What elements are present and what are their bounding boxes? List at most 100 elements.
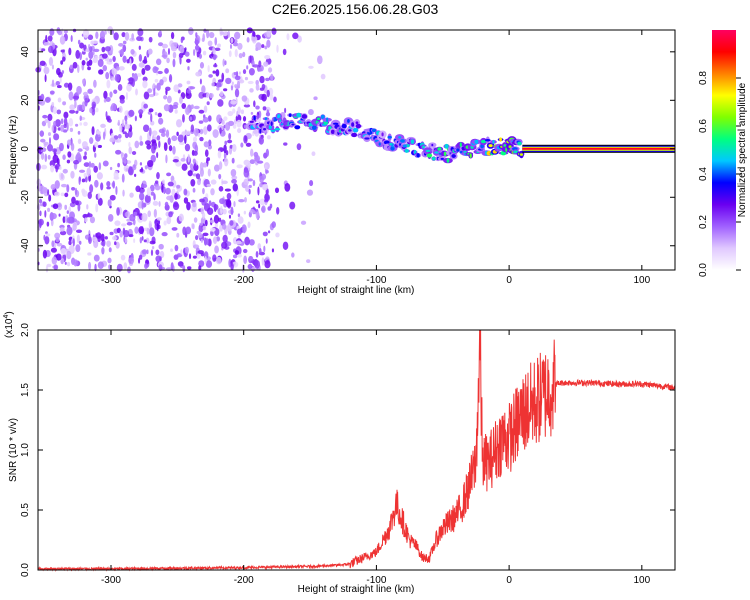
noise-mark xyxy=(95,107,99,113)
noise-mark xyxy=(269,94,274,101)
noise-mark xyxy=(282,48,287,56)
y-tick-label: 40 xyxy=(20,46,31,58)
noise-mark xyxy=(172,51,177,59)
signal-core xyxy=(291,123,295,126)
signal-core xyxy=(480,139,487,144)
noise-mark xyxy=(142,249,147,255)
noise-mark xyxy=(223,151,227,160)
signal-core xyxy=(451,154,456,158)
noise-mark xyxy=(229,220,234,226)
noise-mark xyxy=(206,101,210,106)
noise-mark xyxy=(50,212,57,220)
noise-mark xyxy=(108,264,111,270)
noise-mark xyxy=(155,249,160,256)
noise-mark xyxy=(141,68,146,75)
noise-mark xyxy=(44,119,49,123)
noise-mark xyxy=(243,210,247,215)
noise-mark xyxy=(120,254,126,261)
noise-mark xyxy=(49,28,55,36)
noise-mark xyxy=(261,257,265,266)
noise-mark xyxy=(201,85,206,94)
signal-core xyxy=(326,117,329,123)
noise-mark xyxy=(200,252,205,257)
noise-mark xyxy=(128,77,134,85)
signal-core xyxy=(484,138,491,142)
noise-mark xyxy=(100,182,104,191)
noise-mark xyxy=(193,128,199,136)
noise-mark xyxy=(190,179,196,187)
noise-mark xyxy=(47,189,50,196)
noise-mark xyxy=(54,165,58,169)
noise-mark xyxy=(98,69,104,75)
noise-mark xyxy=(109,194,116,201)
noise-mark xyxy=(199,128,204,135)
noise-mark xyxy=(94,55,98,60)
noise-mark xyxy=(48,57,54,66)
noise-mark xyxy=(69,64,73,70)
noise-mark xyxy=(114,220,121,226)
noise-mark xyxy=(81,50,86,55)
noise-mark xyxy=(111,29,115,35)
noise-mark xyxy=(45,34,48,43)
noise-mark xyxy=(215,69,220,77)
noise-mark xyxy=(77,64,80,74)
noise-mark xyxy=(228,50,232,58)
noise-mark xyxy=(158,42,164,47)
noise-mark xyxy=(101,53,108,59)
noise-mark xyxy=(289,201,296,210)
noise-mark xyxy=(103,90,108,100)
noise-mark xyxy=(89,184,94,193)
noise-mark xyxy=(93,79,97,88)
noise-mark xyxy=(118,42,124,47)
noise-mark xyxy=(271,221,276,229)
noise-mark xyxy=(178,52,184,59)
noise-mark xyxy=(212,129,219,138)
noise-mark xyxy=(116,263,123,272)
noise-mark xyxy=(63,82,70,88)
noise-mark xyxy=(142,76,148,82)
noise-mark xyxy=(63,117,68,126)
noise-mark xyxy=(206,124,212,132)
noise-mark xyxy=(156,222,159,232)
noise-mark xyxy=(88,261,92,270)
noise-mark xyxy=(50,183,56,190)
noise-mark xyxy=(136,73,142,77)
noise-mark xyxy=(190,124,195,133)
noise-mark xyxy=(234,75,241,81)
noise-mark xyxy=(135,185,141,193)
noise-mark xyxy=(134,115,137,122)
noise-mark xyxy=(262,183,269,191)
noise-mark xyxy=(86,167,91,177)
noise-mark xyxy=(174,109,178,114)
noise-mark xyxy=(208,31,215,39)
noise-mark xyxy=(104,30,107,35)
signal-core xyxy=(316,117,321,120)
noise-mark xyxy=(124,237,128,244)
noise-mark xyxy=(183,197,189,204)
noise-mark xyxy=(72,95,80,100)
noise-mark xyxy=(210,188,215,196)
noise-mark xyxy=(128,146,133,155)
noise-mark xyxy=(79,122,83,126)
noise-mark xyxy=(212,70,216,74)
noise-mark xyxy=(133,238,136,244)
noise-mark xyxy=(115,241,120,249)
noise-mark xyxy=(94,263,97,272)
noise-mark xyxy=(93,48,100,53)
noise-mark xyxy=(113,170,119,180)
noise-mark xyxy=(59,166,62,170)
noise-mark xyxy=(146,187,152,197)
y-tick-label: 1.5 xyxy=(20,383,31,397)
noise-mark xyxy=(212,254,217,262)
noise-mark xyxy=(237,106,241,115)
noise-mark xyxy=(198,91,205,99)
noise-mark xyxy=(192,158,196,164)
noise-mark xyxy=(57,30,63,36)
noise-mark xyxy=(47,35,53,42)
noise-mark xyxy=(248,184,252,189)
noise-mark xyxy=(188,253,192,260)
noise-mark xyxy=(68,47,72,56)
noise-mark xyxy=(60,257,65,265)
noise-mark xyxy=(243,178,249,186)
noise-mark xyxy=(163,104,170,112)
